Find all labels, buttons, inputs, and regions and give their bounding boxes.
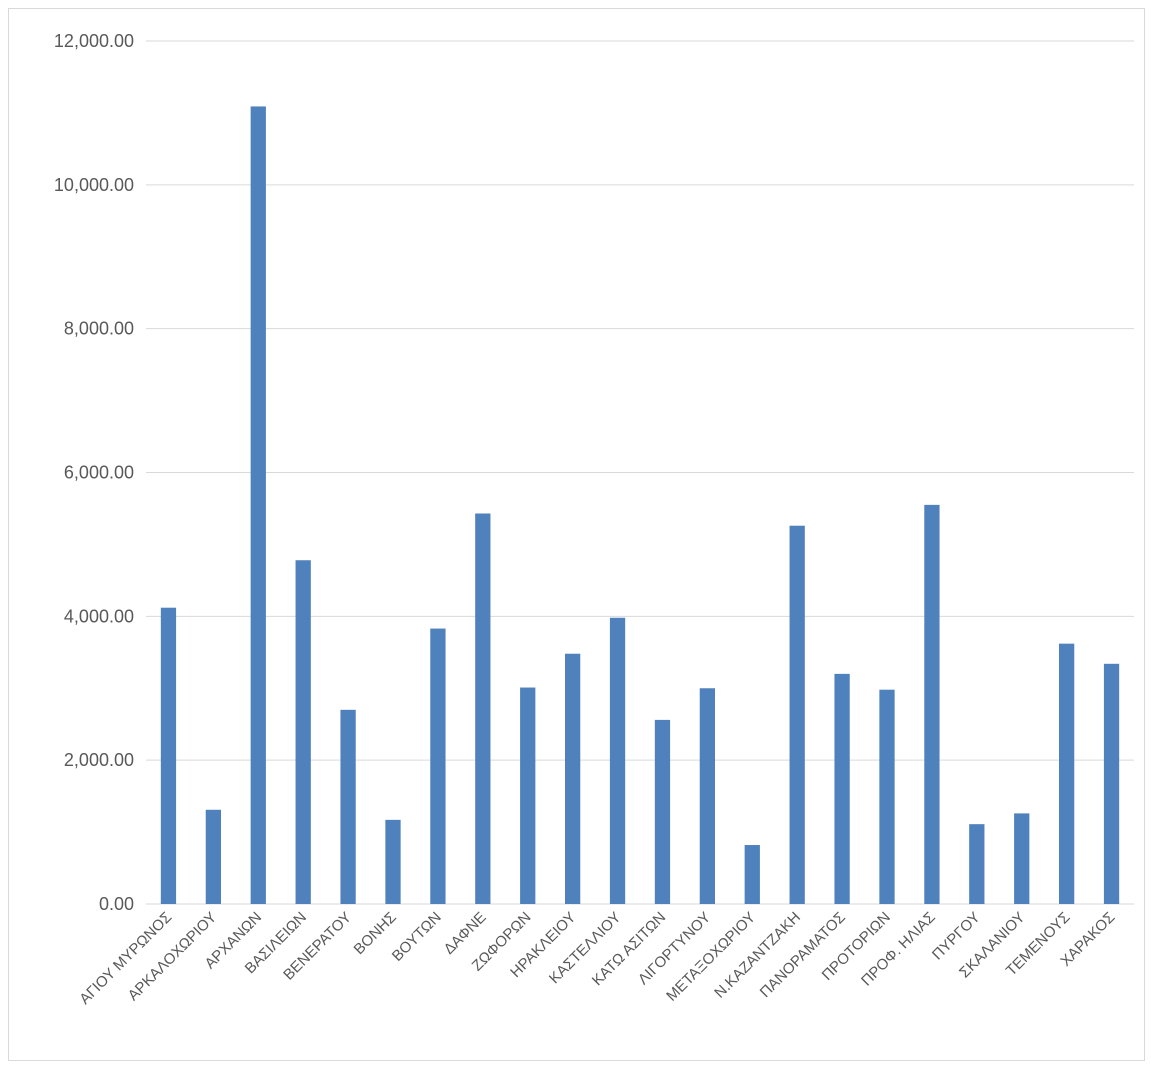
bar xyxy=(1104,664,1119,904)
x-tick-label: ΒΟΥΤΩΝ xyxy=(389,909,445,965)
bar xyxy=(340,710,355,904)
bar xyxy=(520,688,535,904)
y-tick-label: 12,000.00 xyxy=(54,31,134,51)
bar xyxy=(385,820,400,904)
chart-frame: 0.00 2,000.00 4,000.00 6,000.00 8,000.00 10,0… xyxy=(8,8,1145,1061)
bar xyxy=(745,845,760,904)
y-tick-label: 10,000.00 xyxy=(54,175,134,195)
bar xyxy=(879,690,894,904)
y-tick-label: 2,000.00 xyxy=(64,750,134,770)
bar xyxy=(655,720,670,904)
y-tick-label: 0.00 xyxy=(99,894,134,914)
y-tick-label: 4,000.00 xyxy=(64,606,134,626)
bar xyxy=(475,513,490,904)
bar xyxy=(565,654,580,904)
bar xyxy=(206,810,221,904)
bar xyxy=(1014,813,1029,904)
bar xyxy=(610,618,625,904)
bar xyxy=(790,526,805,904)
bar xyxy=(251,106,266,904)
bar xyxy=(700,688,715,904)
bar xyxy=(430,629,445,904)
bar-chart: 0.00 2,000.00 4,000.00 6,000.00 8,000.00 10,0… xyxy=(9,9,1146,1062)
bar xyxy=(1059,644,1074,904)
bar xyxy=(924,505,939,904)
y-tick-label: 6,000.00 xyxy=(64,463,134,483)
bar xyxy=(969,824,984,904)
bar xyxy=(834,674,849,904)
bar xyxy=(161,608,176,904)
y-tick-label: 8,000.00 xyxy=(64,319,134,339)
bar xyxy=(296,560,311,904)
